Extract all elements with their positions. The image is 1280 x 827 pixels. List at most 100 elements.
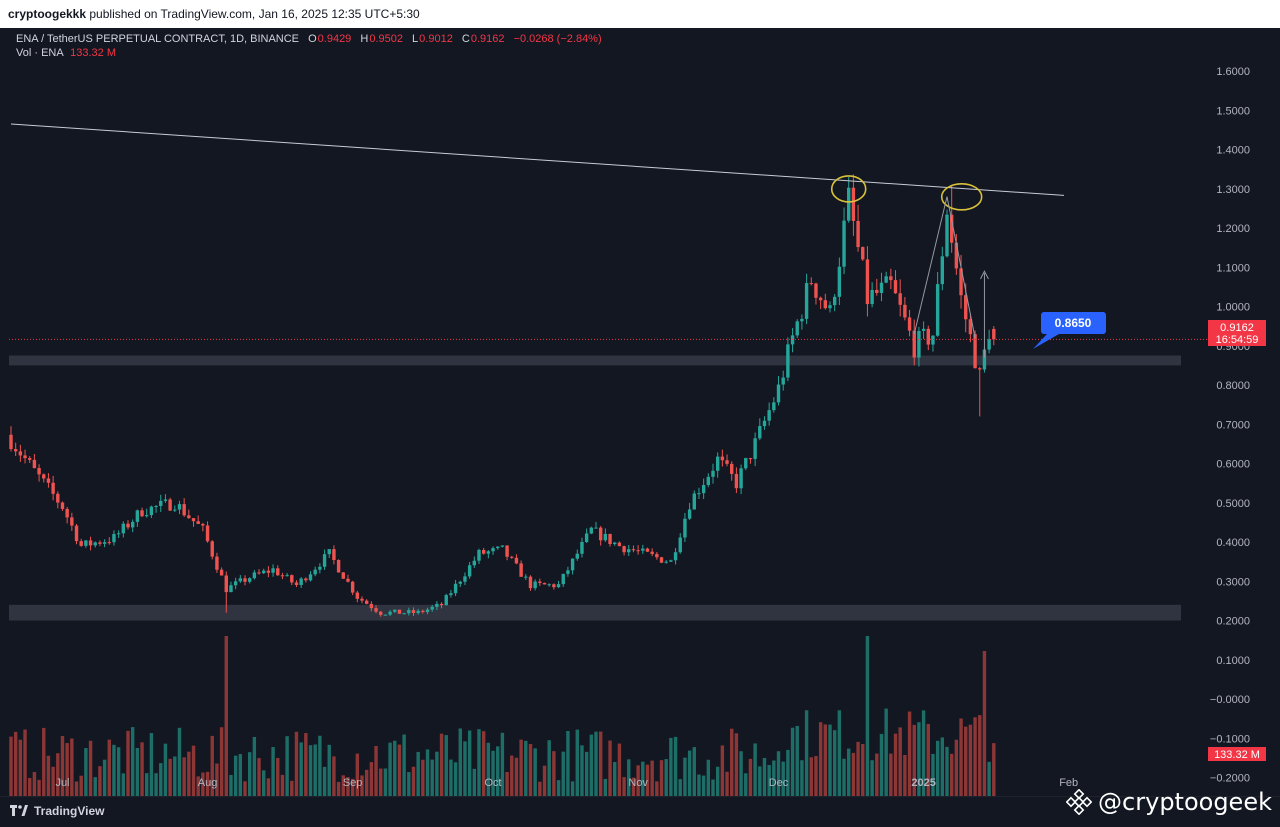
candle-body[interactable] xyxy=(781,377,785,385)
candle-body[interactable] xyxy=(992,328,996,340)
candle-body[interactable] xyxy=(968,319,973,335)
candle-body[interactable] xyxy=(711,470,715,477)
candle-body[interactable] xyxy=(173,509,177,511)
candle-body[interactable] xyxy=(350,581,355,593)
candle-body[interactable] xyxy=(524,576,528,578)
candle-body[interactable] xyxy=(664,561,668,563)
candle-body[interactable] xyxy=(318,566,322,570)
candle-body[interactable] xyxy=(935,284,940,336)
candle-body[interactable] xyxy=(814,283,818,298)
candle-body[interactable] xyxy=(879,282,884,293)
candle-body[interactable] xyxy=(856,220,860,248)
candle-body[interactable] xyxy=(74,525,79,542)
chart-area[interactable] xyxy=(0,28,1280,796)
candle-body[interactable] xyxy=(411,610,416,614)
candle-body[interactable] xyxy=(940,256,945,285)
candle-body[interactable] xyxy=(875,289,879,293)
candle-body[interactable] xyxy=(276,568,280,576)
candle-body[interactable] xyxy=(32,459,37,469)
candle-body[interactable] xyxy=(584,533,589,543)
candle-body[interactable] xyxy=(257,572,261,574)
candle-body[interactable] xyxy=(18,451,23,456)
candle-body[interactable] xyxy=(46,478,51,483)
candle-body[interactable] xyxy=(360,598,364,601)
candle-body[interactable] xyxy=(842,220,846,267)
candle-body[interactable] xyxy=(205,525,210,542)
candle-body[interactable] xyxy=(655,553,659,558)
candle-body[interactable] xyxy=(238,578,243,582)
candle-body[interactable] xyxy=(341,572,345,579)
candle-body[interactable] xyxy=(154,505,158,507)
candle-body[interactable] xyxy=(720,456,725,461)
candle-body[interactable] xyxy=(9,434,13,450)
candle-body[interactable] xyxy=(613,542,617,545)
tradingview-logo[interactable]: TradingView xyxy=(10,804,104,818)
candle-body[interactable] xyxy=(538,581,542,583)
candle-body[interactable] xyxy=(739,468,743,489)
candle-body[interactable] xyxy=(98,542,102,544)
candle-body[interactable] xyxy=(266,570,271,573)
candle-body[interactable] xyxy=(163,499,168,501)
candle-body[interactable] xyxy=(374,608,378,612)
candle-body[interactable] xyxy=(388,611,392,615)
candle-body[interactable] xyxy=(959,268,963,296)
candle-body[interactable] xyxy=(701,484,706,494)
author-name[interactable]: cryptoogekkk xyxy=(8,7,87,21)
candle-body[interactable] xyxy=(889,276,893,281)
candle-body[interactable] xyxy=(552,584,556,588)
candle-body[interactable] xyxy=(767,410,771,421)
candle-body[interactable] xyxy=(533,581,537,589)
candle-body[interactable] xyxy=(84,540,88,546)
candle-body[interactable] xyxy=(650,551,654,554)
candle-body[interactable] xyxy=(715,456,720,471)
candle-body[interactable] xyxy=(622,546,626,553)
candle-body[interactable] xyxy=(159,500,163,506)
candle-body[interactable] xyxy=(542,582,547,585)
candle-body[interactable] xyxy=(444,595,448,606)
candle-body[interactable] xyxy=(435,603,439,607)
candle-body[interactable] xyxy=(93,542,97,546)
candle-body[interactable] xyxy=(70,517,74,526)
candle-body[interactable] xyxy=(847,187,851,221)
candle-body[interactable] xyxy=(355,592,360,599)
zone-base[interactable] xyxy=(9,604,1181,621)
candle-body[interactable] xyxy=(678,537,682,553)
candle-body[interactable] xyxy=(135,510,140,522)
candle-body[interactable] xyxy=(828,305,832,309)
candle-body[interactable] xyxy=(734,473,739,489)
candle-body[interactable] xyxy=(364,600,369,604)
candle-body[interactable] xyxy=(865,259,870,305)
candle-body[interactable] xyxy=(725,460,729,464)
candle-body[interactable] xyxy=(861,247,865,260)
candle-body[interactable] xyxy=(56,493,60,503)
candle-body[interactable] xyxy=(313,569,317,575)
candle-body[interactable] xyxy=(898,293,902,305)
candle-body[interactable] xyxy=(60,502,65,509)
candle-body[interactable] xyxy=(425,609,430,613)
candle-body[interactable] xyxy=(627,549,631,553)
volume-tag[interactable] xyxy=(1208,747,1266,761)
candle-body[interactable] xyxy=(491,548,495,552)
candle-body[interactable] xyxy=(528,576,533,589)
candle-body[interactable] xyxy=(304,578,308,581)
candle-body[interactable] xyxy=(964,295,968,320)
candle-body[interactable] xyxy=(617,542,622,547)
candle-body[interactable] xyxy=(486,551,491,554)
candle-body[interactable] xyxy=(439,603,444,606)
candle-body[interactable] xyxy=(818,297,823,301)
candle-body[interactable] xyxy=(299,578,303,586)
candle-body[interactable] xyxy=(870,289,874,305)
candle-body[interactable] xyxy=(102,542,107,544)
candle-body[interactable] xyxy=(917,330,921,358)
candle-body[interactable] xyxy=(196,521,200,524)
candle-body[interactable] xyxy=(978,368,982,370)
candle-body[interactable] xyxy=(912,330,916,358)
candle-body[interactable] xyxy=(224,575,228,593)
candle-body[interactable] xyxy=(832,296,837,306)
candle-body[interactable] xyxy=(182,504,186,516)
candle-body[interactable] xyxy=(851,187,856,221)
candle-body[interactable] xyxy=(346,578,350,582)
candle-body[interactable] xyxy=(762,420,767,427)
candle-body[interactable] xyxy=(458,581,462,584)
candle-body[interactable] xyxy=(397,609,402,614)
